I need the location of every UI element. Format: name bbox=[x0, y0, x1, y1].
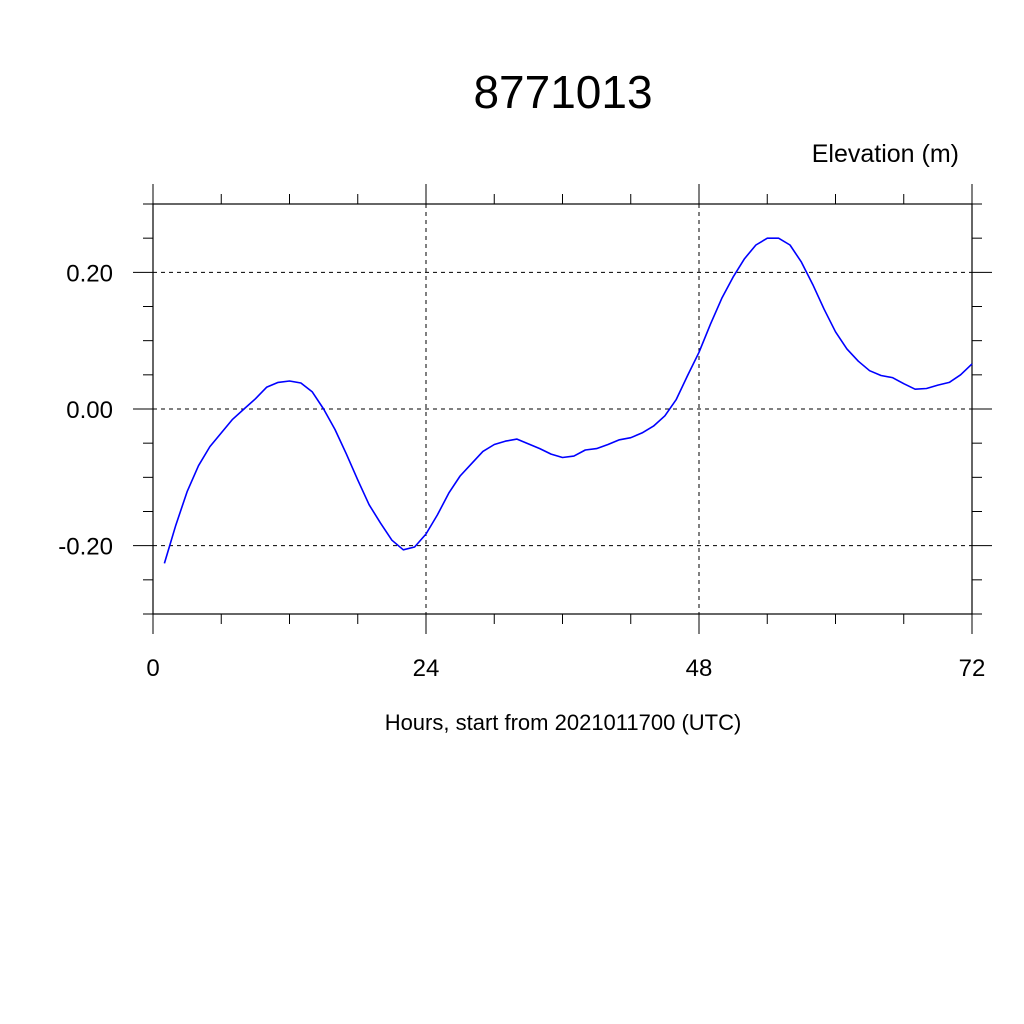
y-axis-label: Elevation (m) bbox=[812, 140, 959, 168]
tick-labels: 0 24 48 72 -0.20 0.00 0.20 bbox=[58, 260, 985, 682]
x-tick-label: 24 bbox=[413, 655, 440, 682]
y-tick-label: 0.20 bbox=[66, 260, 113, 287]
chart-title: 8771013 bbox=[473, 66, 652, 118]
series-line bbox=[163, 237, 973, 564]
x-tick-label: 72 bbox=[959, 655, 986, 682]
axis-ticks bbox=[133, 184, 992, 634]
grid-lines bbox=[153, 204, 972, 614]
x-tick-label: 48 bbox=[686, 655, 713, 682]
series-layer bbox=[163, 237, 973, 564]
plot-frame bbox=[152, 203, 973, 615]
x-axis-label: Hours, start from 2021011700 (UTC) bbox=[385, 710, 742, 735]
y-tick-label: -0.20 bbox=[58, 534, 113, 561]
y-tick-label: 0.00 bbox=[66, 397, 113, 424]
x-tick-label: 0 bbox=[146, 655, 159, 682]
plot-border bbox=[152, 203, 973, 615]
